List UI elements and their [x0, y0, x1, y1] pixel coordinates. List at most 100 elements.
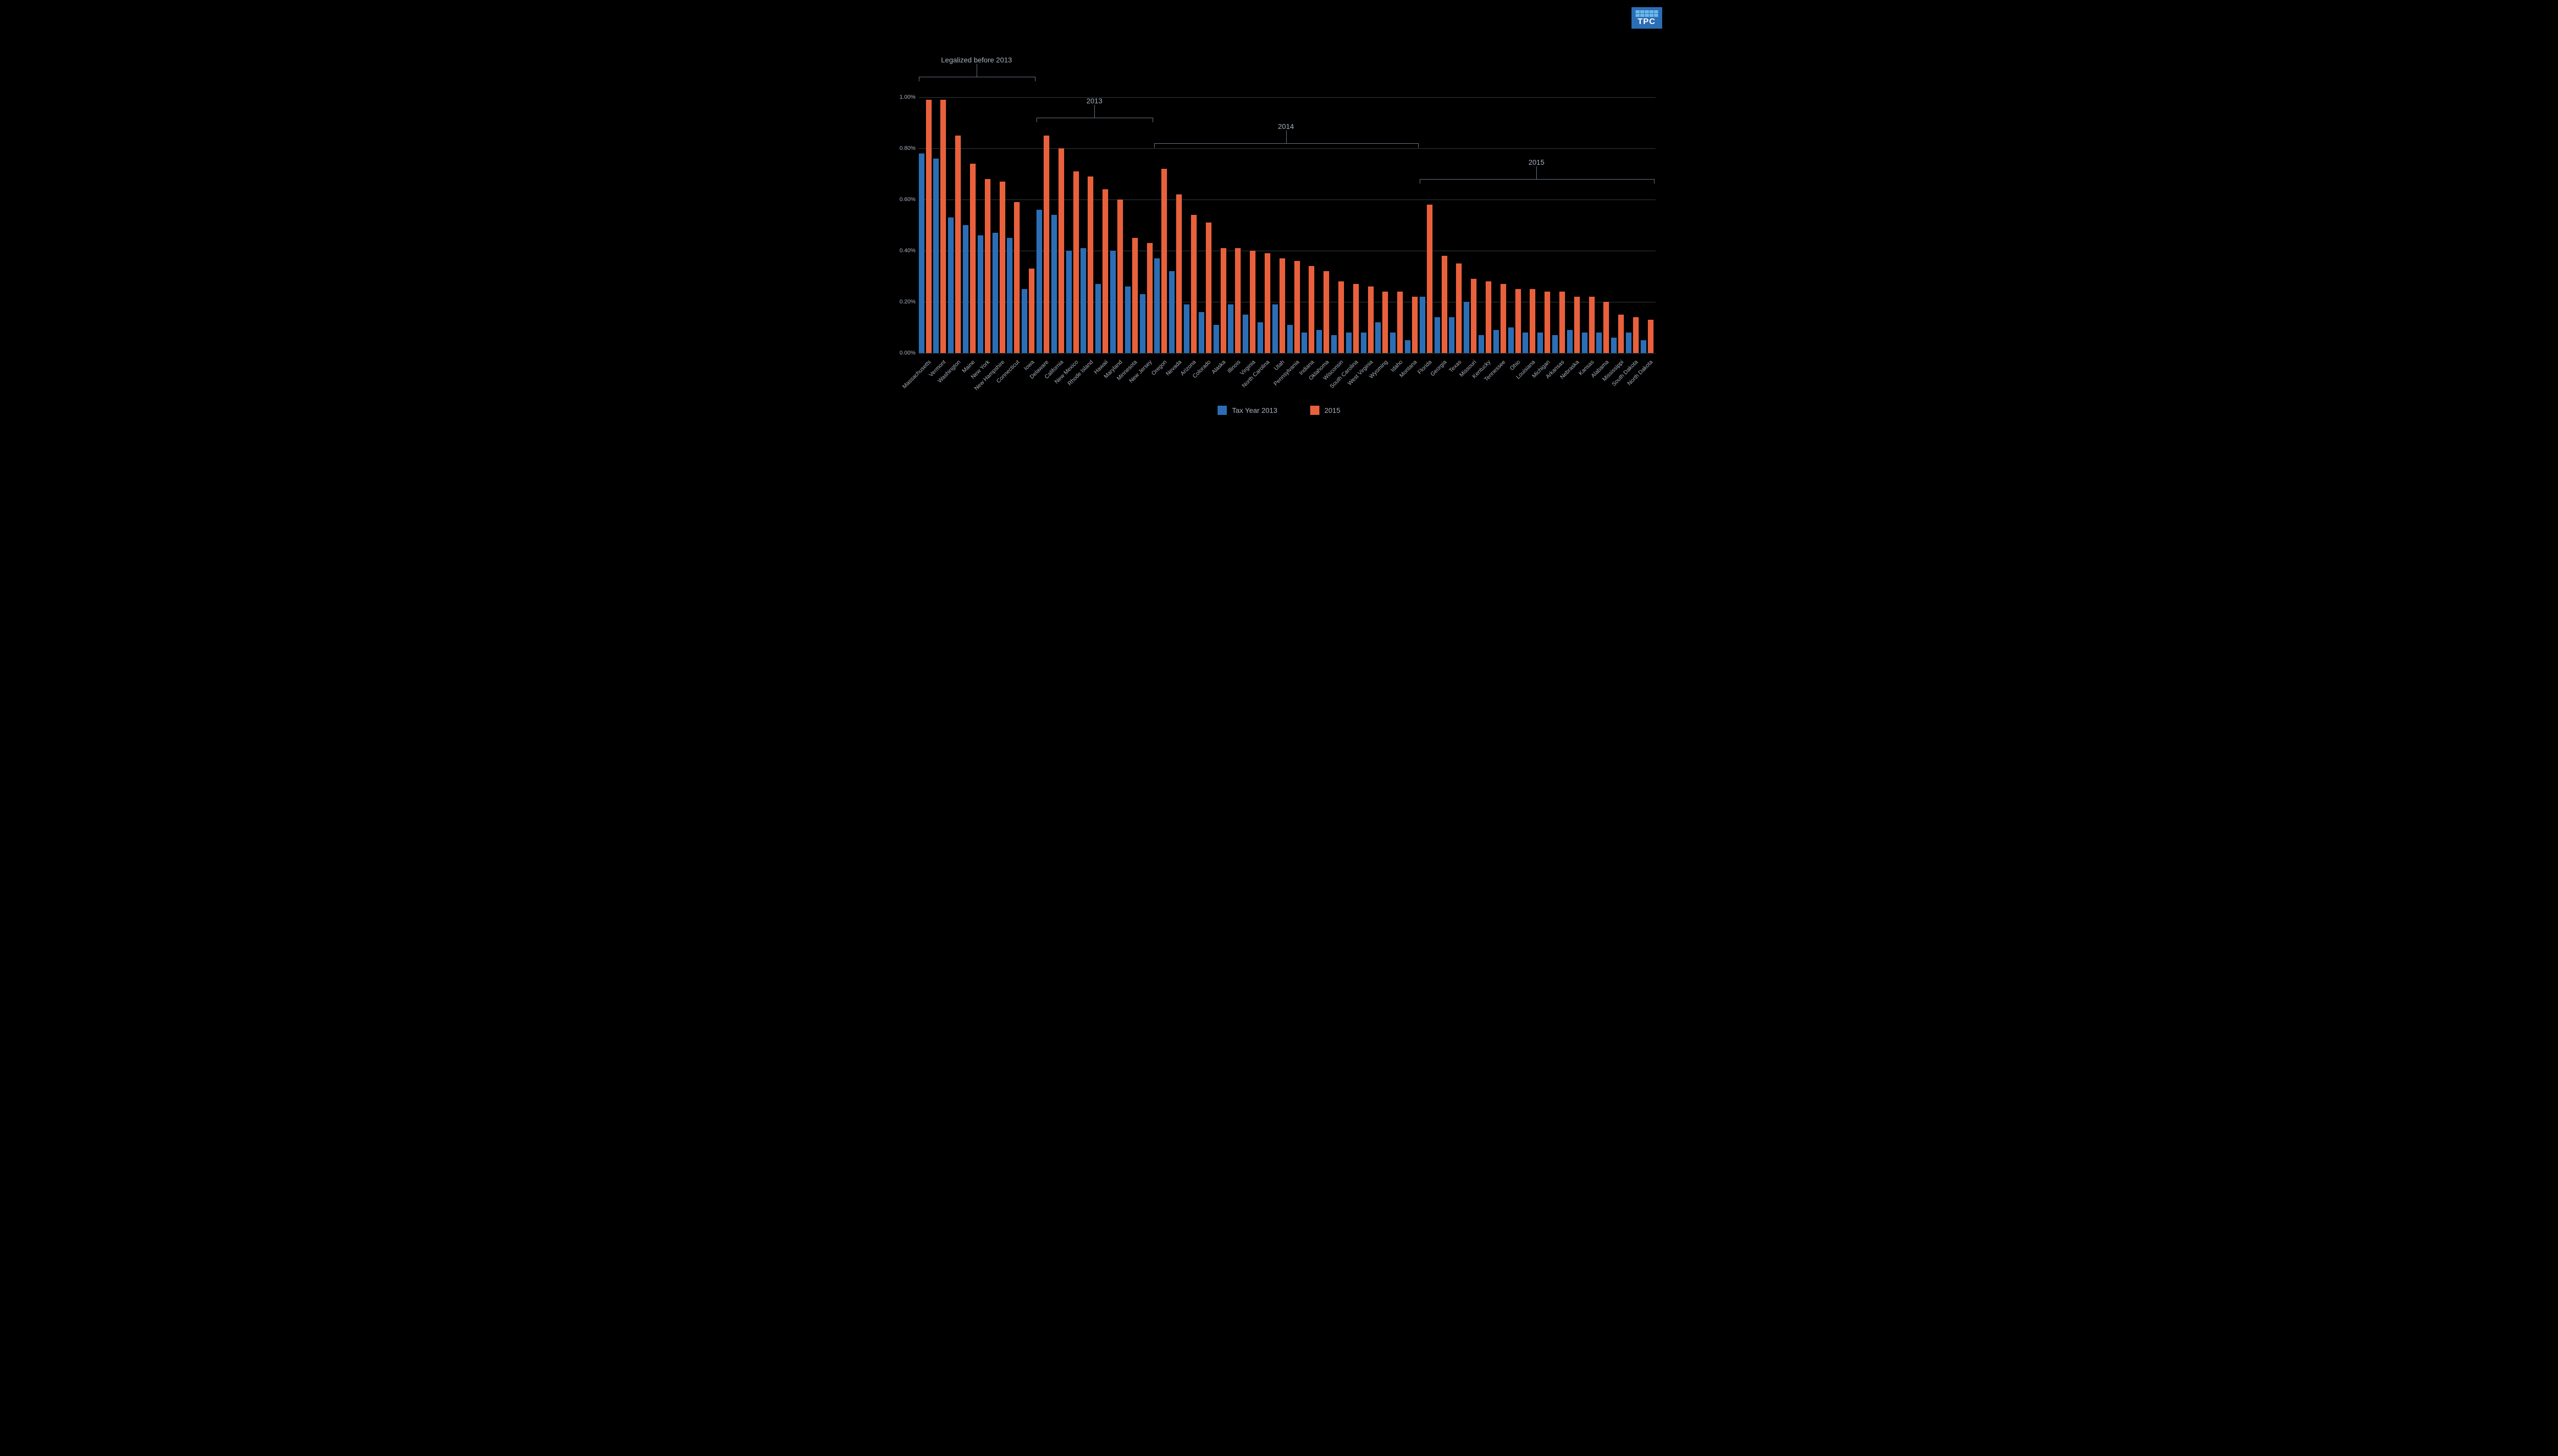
bracket-stem [1536, 166, 1537, 179]
bar-2013 [1331, 335, 1337, 353]
bar-2013 [1214, 325, 1219, 353]
tpc-logo: TPC [1631, 7, 1662, 29]
bar-2013 [933, 159, 939, 353]
bracket [1420, 179, 1655, 184]
bar-2015 [1368, 286, 1374, 353]
chart-area: 0.00%0.20%0.40%0.60%0.80%1.00%Legalized … [919, 67, 1656, 353]
y-tick-label: 1.00% [893, 94, 916, 100]
bar-2015 [1088, 177, 1093, 353]
bar-2013 [1184, 304, 1189, 353]
bracket-stem [1094, 105, 1095, 118]
bar-2015 [1545, 292, 1550, 353]
bar-2013 [1007, 238, 1012, 353]
bar-2015 [1221, 248, 1226, 353]
legend-label-2013: Tax Year 2013 [1232, 406, 1277, 414]
bar-2013 [1199, 312, 1204, 353]
bar-2013 [1435, 317, 1440, 353]
bar-2013 [993, 233, 998, 353]
bar-2015 [1501, 284, 1506, 353]
bar-2015 [1353, 284, 1359, 353]
bar-2013 [1169, 271, 1175, 353]
bar-2013 [1080, 248, 1086, 353]
bar-2015 [1589, 297, 1595, 353]
bar-2015 [1294, 261, 1300, 353]
bar-2015 [1324, 271, 1329, 353]
bar-2015 [1132, 238, 1138, 353]
bar-2013 [1641, 340, 1646, 353]
bar-2013 [1095, 284, 1101, 353]
bar-2013 [1405, 340, 1410, 353]
bar-2013 [919, 153, 924, 353]
logo-text: TPC [1638, 18, 1656, 26]
bar-2015 [1559, 292, 1565, 353]
bar-2013 [1582, 333, 1587, 353]
bar-2013 [1361, 333, 1366, 353]
bar-2015 [1486, 281, 1491, 353]
bar-2015 [1633, 317, 1639, 353]
bar-2015 [1603, 302, 1609, 353]
bar-2013 [1110, 251, 1116, 353]
bar-2013 [1243, 315, 1248, 353]
bar-2015 [1338, 281, 1344, 353]
bracket [1037, 118, 1154, 122]
bar-2015 [1029, 269, 1034, 353]
bracket-stem [1286, 130, 1287, 143]
bar-2013 [1346, 333, 1352, 353]
bar-2013 [1390, 333, 1396, 353]
bar-2013 [1302, 333, 1307, 353]
x-axis-labels: MassachusettsVermontWashingtonMaineNew Y… [919, 354, 1656, 405]
bar-2013 [1228, 304, 1233, 353]
bar-2013 [1479, 335, 1484, 353]
bar-2015 [985, 179, 990, 353]
bar-2015 [1059, 148, 1064, 353]
bar-2013 [1523, 333, 1528, 353]
bar-2013 [978, 235, 983, 353]
bar-2013 [1375, 322, 1381, 353]
annotation-label: 2013 [1053, 97, 1135, 105]
bar-2015 [1191, 215, 1197, 353]
bar-2013 [1537, 333, 1543, 353]
bar-2015 [1442, 256, 1447, 353]
bar-2015 [1176, 194, 1182, 353]
gridline [919, 148, 1656, 149]
bar-2013 [1125, 286, 1131, 353]
chart-stage: TPC 0.00%0.20%0.40%0.60%0.80%1.00%Legali… [887, 0, 1671, 418]
bar-2013 [1611, 338, 1617, 353]
gridline [919, 353, 1656, 354]
bar-2015 [970, 164, 976, 353]
bar-2013 [1037, 210, 1042, 353]
annotation-label: 2014 [1245, 122, 1327, 130]
bar-2015 [955, 136, 961, 353]
bar-2015 [1530, 289, 1535, 353]
legend-label-2015: 2015 [1325, 406, 1340, 414]
bar-2013 [1508, 327, 1514, 353]
bar-2015 [1235, 248, 1241, 353]
bar-2015 [1427, 205, 1432, 353]
bar-2015 [926, 100, 932, 353]
legend: Tax Year 2013 2015 [887, 406, 1671, 416]
bar-2013 [1464, 302, 1469, 353]
bar-2013 [1552, 335, 1558, 353]
bar-2015 [1515, 289, 1521, 353]
bar-2013 [1287, 325, 1293, 353]
bar-2013 [1316, 330, 1322, 353]
bar-2015 [1073, 171, 1079, 353]
bar-2015 [1206, 223, 1211, 353]
bar-2015 [1014, 202, 1020, 353]
bar-2015 [1044, 136, 1049, 353]
y-tick-label: 0.40% [893, 248, 916, 254]
bar-2015 [940, 100, 946, 353]
bar-2015 [1000, 182, 1005, 353]
bar-2015 [1618, 315, 1624, 353]
swatch-2013 [1218, 406, 1227, 415]
bar-2013 [1154, 258, 1160, 353]
bar-2015 [1397, 292, 1403, 353]
bar-2015 [1456, 263, 1462, 353]
bar-2015 [1309, 266, 1314, 353]
y-tick-label: 0.80% [893, 145, 916, 151]
bar-2013 [1066, 251, 1072, 353]
bar-2015 [1250, 251, 1255, 353]
bar-2015 [1471, 279, 1476, 353]
gridline [919, 97, 1656, 98]
bar-2013 [1258, 322, 1263, 353]
